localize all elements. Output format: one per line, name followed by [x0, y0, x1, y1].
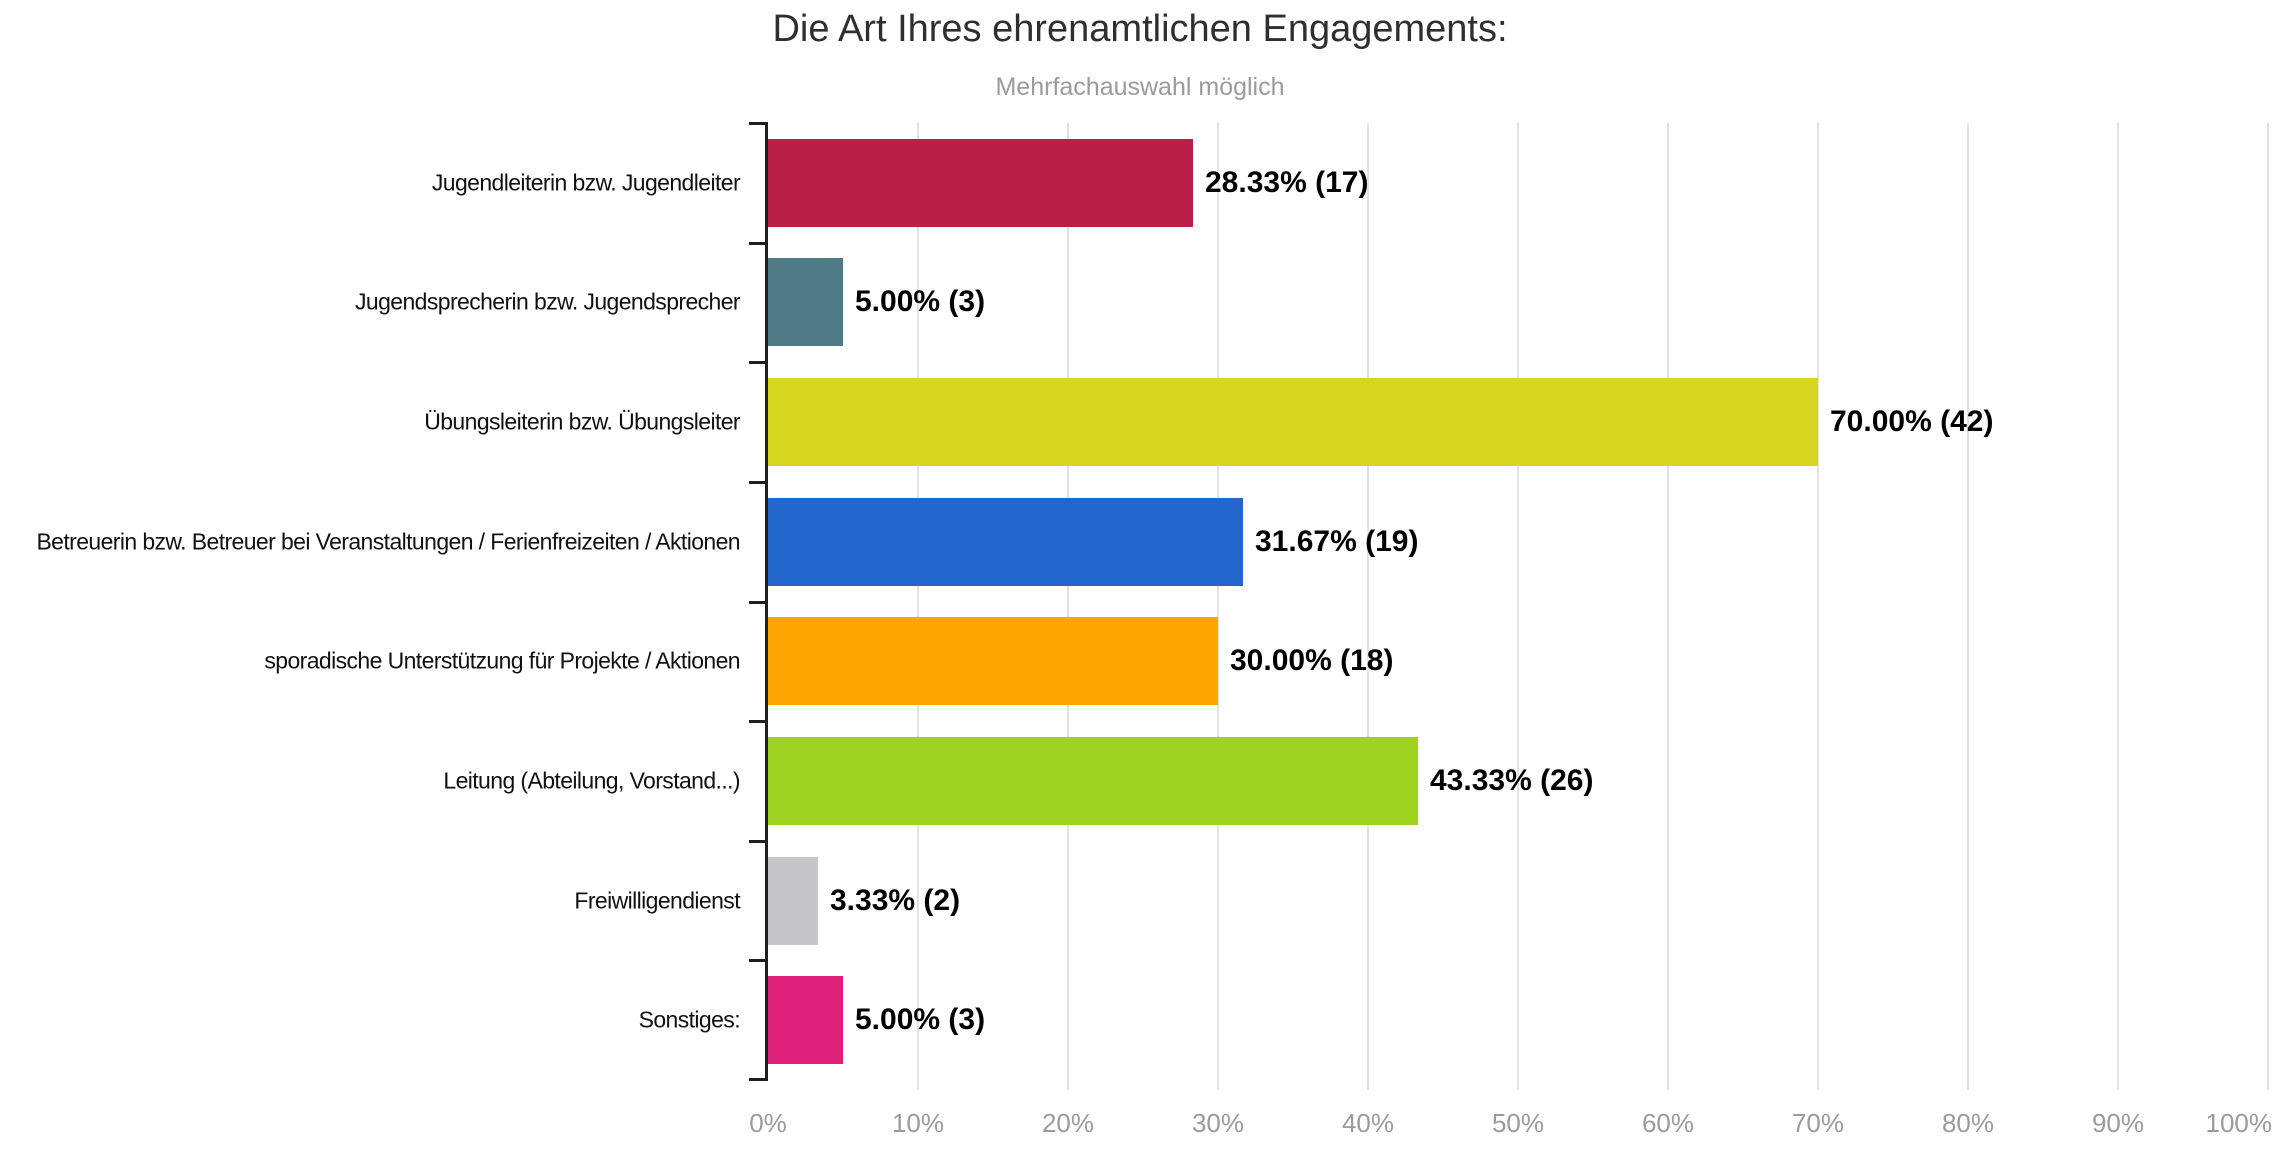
y-axis-tick: [749, 481, 768, 484]
y-axis-tick: [749, 361, 768, 364]
y-axis-tick: [749, 601, 768, 604]
y-axis-tick: [749, 840, 768, 843]
value-label: 5.00% (3): [855, 1003, 986, 1036]
gridline: [1817, 123, 1819, 1090]
x-tick-label: 60%: [1641, 1108, 1695, 1138]
category-label: Übungsleiterin bzw. Übungsleiter: [424, 408, 740, 435]
gridline: [1667, 123, 1669, 1090]
value-label: 31.67% (19): [1255, 525, 1419, 558]
bar: [768, 378, 1818, 466]
x-tick-label: 80%: [1941, 1108, 1995, 1138]
value-label: 28.33% (17): [1205, 166, 1369, 199]
category-label: Jugendsprecherin bzw. Jugendsprecher: [355, 288, 741, 315]
category-label: Betreuerin bzw. Betreuer bei Veranstaltu…: [36, 528, 740, 555]
gridline: [1067, 123, 1069, 1090]
bar: [768, 617, 1218, 705]
bar: [768, 857, 818, 945]
x-tick-label: 50%: [1491, 1108, 1545, 1138]
category-label: Leitung (Abteilung, Vorstand...): [443, 767, 740, 794]
x-tick-label: 90%: [2091, 1108, 2145, 1138]
value-label: 3.33% (2): [830, 884, 961, 917]
bar: [768, 976, 843, 1064]
value-label: 5.00% (3): [855, 285, 986, 318]
y-axis-tick: [749, 1078, 768, 1081]
value-label: 30.00% (18): [1230, 644, 1394, 677]
gridline: [1967, 123, 1969, 1090]
plot-area: 28.33% (17) 5.00% (3) 70.00% (42) 31.67% (1…: [749, 122, 2269, 1090]
x-tick-label: 70%: [1791, 1108, 1845, 1138]
category-label: sporadische Unterstützung für Projekte /…: [264, 647, 740, 674]
gridline: [917, 123, 919, 1090]
gridline: [1217, 123, 1219, 1090]
y-axis-tick: [749, 959, 768, 962]
category-label: Sonstiges:: [638, 1006, 741, 1033]
x-tick-label: 100%: [2205, 1108, 2273, 1138]
value-label: 43.33% (26): [1430, 764, 1594, 797]
x-tick-label: 40%: [1341, 1108, 1395, 1138]
y-axis-tick: [749, 720, 768, 723]
y-axis-tick: [749, 122, 768, 125]
chart-title: Die Art Ihres ehrenamtlichen Engagements…: [772, 8, 1508, 50]
y-axis-tick: [749, 242, 768, 245]
gridline: [2117, 123, 2119, 1090]
gridline: [2267, 123, 2269, 1090]
chart-subtitle: Mehrfachauswahl möglich: [995, 73, 1285, 101]
category-label: Jugendleiterin bzw. Jugendleiter: [431, 169, 741, 196]
x-tick-label: 20%: [1041, 1108, 1095, 1138]
gridline: [1367, 123, 1369, 1090]
x-tick-label: 10%: [891, 1108, 945, 1138]
value-label: 70.00% (42): [1830, 405, 1994, 438]
bar: [768, 139, 1193, 227]
x-tick-label: 0%: [749, 1108, 787, 1138]
bar: [768, 498, 1243, 586]
bar: [768, 258, 843, 346]
bar: [768, 737, 1418, 825]
category-label: Freiwilligendienst: [574, 887, 740, 914]
gridline: [1517, 123, 1519, 1090]
x-tick-label: 30%: [1191, 1108, 1245, 1138]
